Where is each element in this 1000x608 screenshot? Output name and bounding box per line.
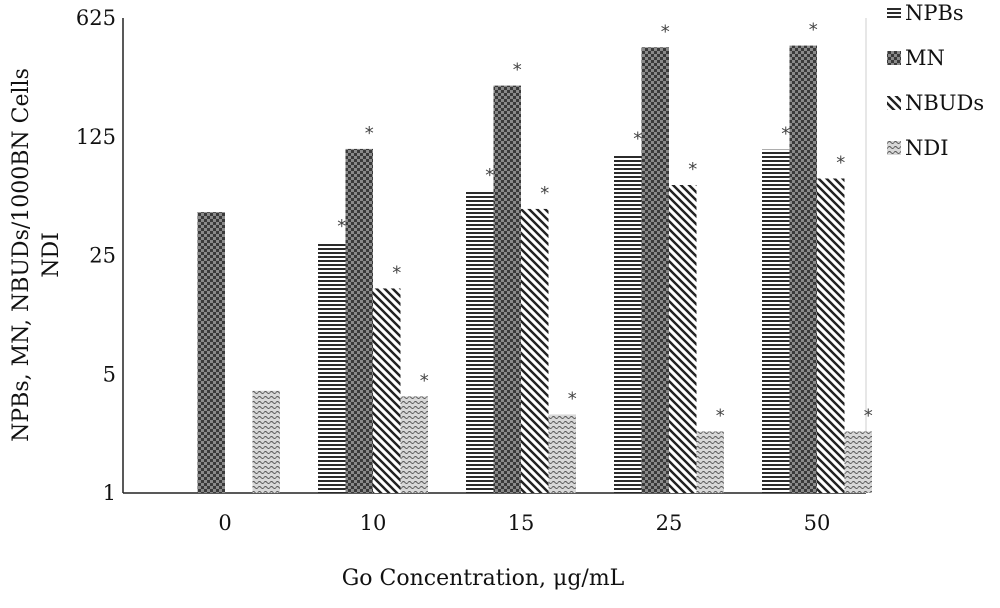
significance-star: *	[716, 406, 725, 427]
significance-star: *	[337, 216, 346, 237]
legend-swatch-ndi	[887, 141, 901, 155]
y-axis-title-line-2: NDI	[39, 232, 64, 278]
significance-star: *	[568, 388, 577, 409]
significance-markers: * * * * * * * * * * * * * * * *	[337, 20, 873, 427]
bar-nbuds-15	[521, 208, 549, 493]
bar-mn-25	[641, 47, 669, 493]
legend-label-npbs: NPBs	[905, 1, 964, 25]
legend-label-nbuds: NBUDs	[905, 91, 984, 115]
bar-mn-0	[197, 212, 225, 493]
significance-star: *	[392, 262, 401, 283]
bars	[197, 45, 872, 493]
legend-label-mn: MN	[905, 46, 945, 70]
bar-nbuds-25	[669, 184, 697, 493]
y-tick-label: 5	[103, 362, 116, 386]
y-tick-label: 25	[89, 244, 116, 268]
bar-ndi-0	[252, 390, 280, 493]
significance-star: *	[864, 406, 873, 427]
bar-nbuds-10	[373, 288, 401, 493]
significance-star: *	[661, 21, 670, 42]
significance-star: *	[485, 165, 494, 186]
bar-ndi-15	[548, 414, 576, 493]
y-tick-label: 125	[76, 125, 116, 149]
significance-star: *	[781, 124, 790, 145]
bar-ndi-25	[696, 431, 724, 493]
bar-npbs-10	[318, 242, 346, 493]
legend-label-ndi: NDI	[905, 136, 949, 160]
legend-swatch-nbuds	[887, 96, 901, 110]
bar-npbs-15	[466, 190, 494, 493]
significance-star: *	[633, 129, 642, 150]
x-tick-label: 50	[804, 511, 831, 535]
bar-nbuds-50	[817, 178, 845, 493]
significance-star: *	[809, 20, 818, 41]
legend-swatch-mn	[887, 51, 901, 65]
significance-star: *	[365, 123, 374, 144]
x-axis-title: Go Concentration, μg/mL	[342, 566, 625, 591]
y-tick-labels: 1 5 25 125 625	[76, 6, 116, 505]
significance-star: *	[688, 159, 697, 180]
x-tick-label: 15	[508, 511, 535, 535]
bar-mn-10	[345, 148, 373, 493]
bar-npbs-50	[762, 149, 790, 493]
significance-star: *	[836, 152, 845, 173]
bar-ndi-10	[400, 396, 428, 493]
significance-star: *	[513, 60, 522, 81]
legend: NPBs MN NBUDs NDI	[887, 1, 984, 160]
significance-star: *	[420, 370, 429, 391]
y-tick-label: 625	[76, 6, 116, 30]
bar-npbs-25	[614, 154, 642, 493]
x-tick-label: 25	[656, 511, 683, 535]
bar-mn-50	[789, 45, 817, 493]
bar-mn-15	[493, 85, 521, 493]
bar-ndi-50	[844, 431, 872, 493]
x-tick-label: 0	[218, 511, 231, 535]
x-tick-label: 10	[360, 511, 387, 535]
y-axis-title-line-1: NPBs, MN, NBUDs/1000BN Cells	[9, 68, 34, 442]
x-tick-labels: 0 10 15 25 50	[218, 511, 830, 535]
legend-swatch-npbs	[887, 6, 901, 20]
significance-star: *	[540, 183, 549, 204]
y-tick-label: 1	[103, 481, 116, 505]
